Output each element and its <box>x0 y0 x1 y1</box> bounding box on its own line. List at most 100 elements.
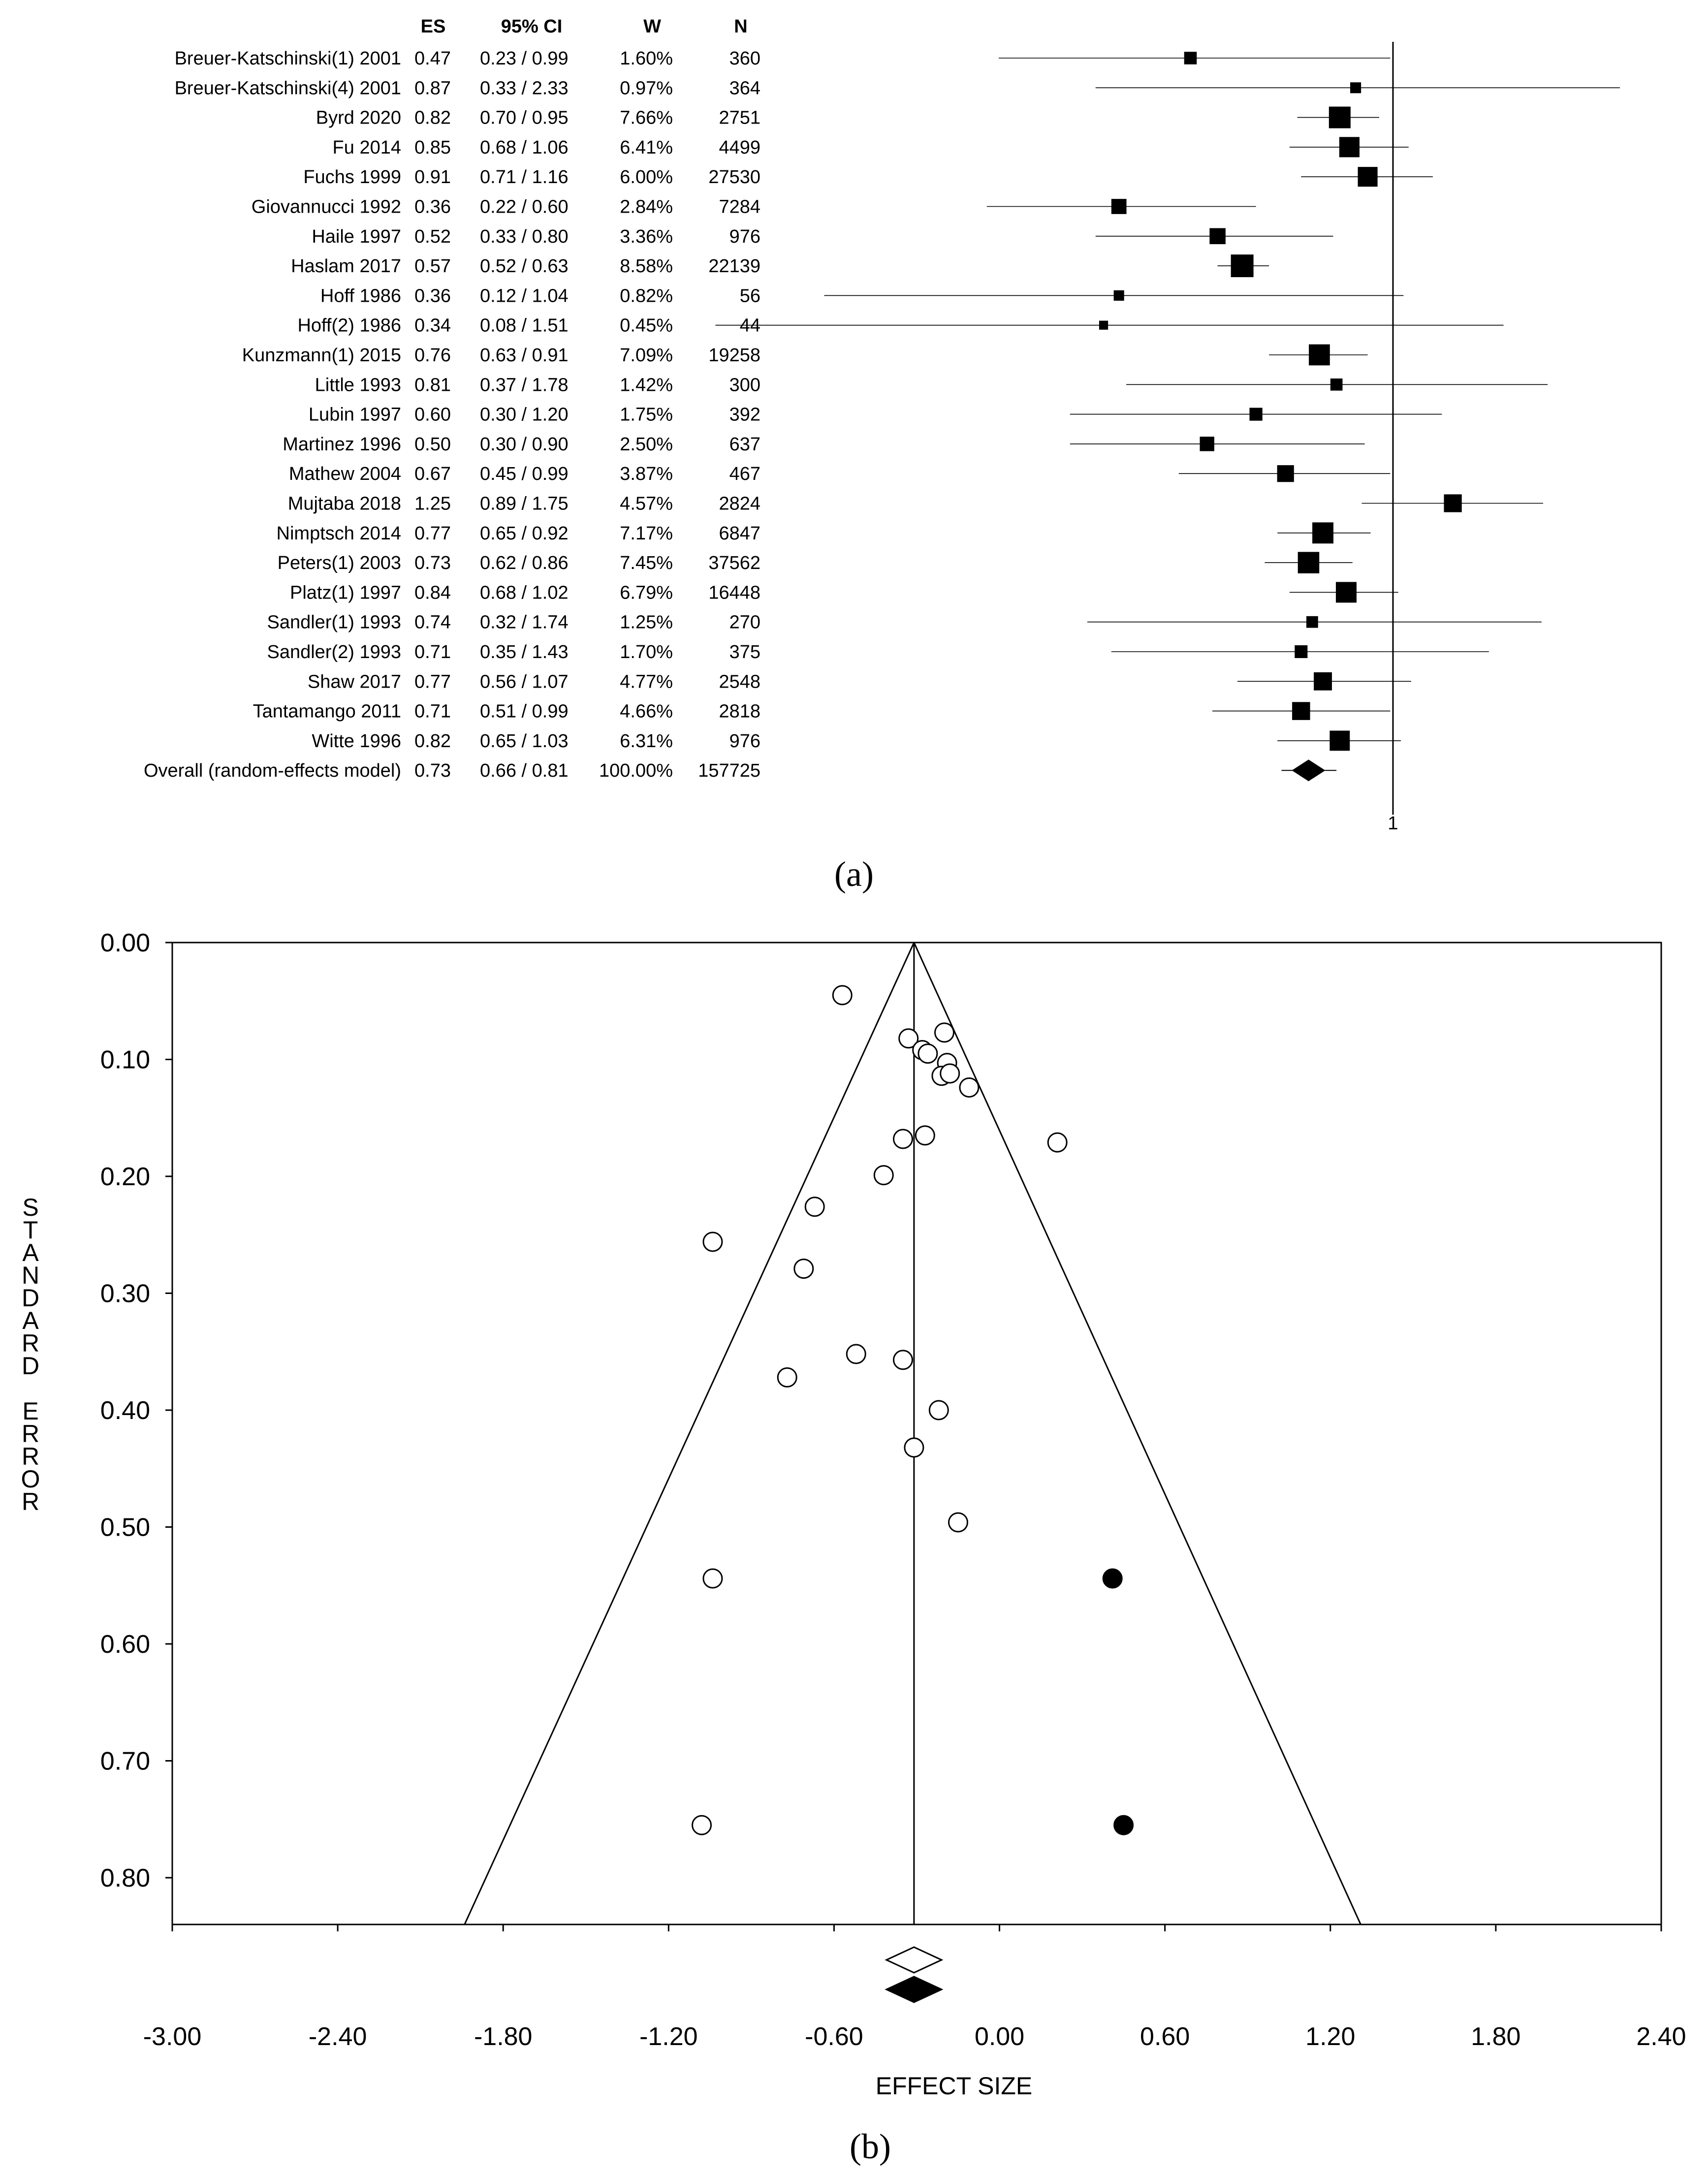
funnel-plot: 0.00 0.10 0.20 0.30 0.40 0.50 0.60 0.70 0.80 -3.0… <box>21 929 1686 2100</box>
weight-value: 1.75% <box>620 405 673 425</box>
study-label: Hoff 1986 <box>320 285 401 306</box>
x-tick-label: 0.00 <box>975 2022 1024 2051</box>
observed-study-point <box>832 985 853 1006</box>
sample-size-value: 467 <box>729 464 760 484</box>
weight-square <box>1277 465 1294 482</box>
weight-value: 4.77% <box>620 671 673 692</box>
observed-study-point <box>702 1231 723 1252</box>
effect-size-value: 0.67 <box>414 464 451 484</box>
observed-estimate-diamond <box>885 1946 944 1974</box>
observed-study-point <box>934 1022 955 1043</box>
weight-square <box>1231 254 1254 278</box>
effect-size-value: 0.81 <box>414 375 451 395</box>
sample-size-value: 392 <box>729 405 760 425</box>
effect-size-value: 0.77 <box>414 523 451 544</box>
ci-value: 0.68 / 1.06 <box>480 137 569 158</box>
study-label: Little 1993 <box>315 375 401 395</box>
caption-a: (a) <box>834 854 874 894</box>
study-label: Martinez 1996 <box>283 434 401 455</box>
y-tick-label: 0.80 <box>100 1864 150 1892</box>
y-tick-label: 0.60 <box>100 1630 150 1659</box>
ci-value: 0.66 / 0.81 <box>480 760 569 781</box>
sample-size-value: 4499 <box>719 137 760 158</box>
observed-study-point <box>692 1815 712 1835</box>
study-label: Sandler(1) 1993 <box>267 612 401 633</box>
weight-value: 7.45% <box>620 553 673 573</box>
ci-value: 0.52 / 0.63 <box>480 256 569 277</box>
imputed-study-point <box>1113 1815 1134 1835</box>
sample-size-value: 16448 <box>708 582 760 603</box>
observed-study-point <box>959 1077 980 1098</box>
effect-size-value: 0.34 <box>414 315 451 336</box>
effect-size-value: 0.50 <box>414 434 451 455</box>
weight-square <box>1329 730 1350 751</box>
ci-value: 0.33 / 0.80 <box>480 226 569 247</box>
weight-value: 1.42% <box>620 375 673 395</box>
forest-plot: ES 95% CI W N Breuer-Katschinski(1) 2001 0.47… <box>144 16 1620 834</box>
y-tick-label: 0.10 <box>100 1046 150 1074</box>
observed-study-point <box>904 1437 924 1458</box>
sample-size-value: 364 <box>729 78 760 98</box>
col-header-w: W <box>643 16 661 37</box>
sample-size-value: 2751 <box>719 108 760 128</box>
sample-size-value: 6847 <box>719 523 760 544</box>
funnel-right-line <box>913 942 1361 1925</box>
observed-study-point <box>917 1043 938 1064</box>
funnel-left-line <box>464 942 915 1925</box>
observed-study-point <box>793 1259 814 1279</box>
weight-value: 3.36% <box>620 226 673 247</box>
effect-size-value: 0.36 <box>414 285 451 306</box>
observed-study-point <box>873 1165 894 1186</box>
study-label: Kunzmann(1) 2015 <box>242 345 401 366</box>
ci-value: 0.65 / 0.92 <box>480 523 569 544</box>
weight-value: 4.57% <box>620 494 673 514</box>
study-label: Nimptsch 2014 <box>277 523 401 544</box>
y-tick-label: 0.30 <box>100 1280 150 1308</box>
study-label: Shaw 2017 <box>308 671 401 692</box>
effect-size-value: 0.74 <box>414 612 451 633</box>
sample-size-value: 44 <box>740 315 760 336</box>
weight-square <box>1111 199 1127 214</box>
sample-size-value: 2548 <box>719 671 760 692</box>
weight-square <box>1200 437 1214 451</box>
sample-size-value: 2818 <box>719 701 760 722</box>
effect-size-value: 0.71 <box>414 701 451 722</box>
imputed-study-point <box>1102 1568 1123 1589</box>
effect-size-value: 0.84 <box>414 582 451 603</box>
study-label: Haile 1997 <box>312 226 401 247</box>
effect-size-value: 0.82 <box>414 731 451 752</box>
weight-square <box>1312 522 1334 544</box>
y-tick-label: 0.20 <box>100 1163 150 1191</box>
sample-size-value: 27530 <box>708 167 760 188</box>
weight-square <box>1328 106 1351 128</box>
study-label: Byrd 2020 <box>316 108 401 128</box>
x-tick-label: -1.80 <box>474 2022 533 2051</box>
ci-value: 0.56 / 1.07 <box>480 671 569 692</box>
weight-value: 1.60% <box>620 48 673 69</box>
study-label: Giovannucci 1992 <box>252 197 401 218</box>
weight-value: 0.45% <box>620 315 673 336</box>
study-label: Peters(1) 2003 <box>278 553 401 573</box>
weight-value: 6.31% <box>620 731 673 752</box>
effect-size-value: 0.71 <box>414 642 451 662</box>
weight-value: 0.82% <box>620 285 673 306</box>
weight-square <box>1306 616 1318 628</box>
effect-size-value: 0.36 <box>414 197 451 218</box>
study-label: Breuer-Katschinski(4) 2001 <box>175 78 401 98</box>
sample-size-value: 375 <box>729 642 760 662</box>
study-label: Fuchs 1999 <box>303 167 401 188</box>
x-tick-label: -1.20 <box>639 2022 698 2051</box>
effect-size-value: 1.25 <box>414 494 451 514</box>
observed-study-point <box>804 1197 825 1217</box>
sample-size-value: 637 <box>729 434 760 455</box>
study-label: Tantamango 2011 <box>253 701 401 722</box>
effect-size-value: 0.85 <box>414 137 451 158</box>
effect-size-value: 0.82 <box>414 108 451 128</box>
effect-size-value: 0.87 <box>414 78 451 98</box>
weight-value: 7.17% <box>620 523 673 544</box>
observed-study-point <box>777 1367 797 1387</box>
sample-size-value: 7284 <box>719 197 760 218</box>
sample-size-value: 19258 <box>708 345 760 366</box>
ci-value: 0.70 / 0.95 <box>480 108 569 128</box>
